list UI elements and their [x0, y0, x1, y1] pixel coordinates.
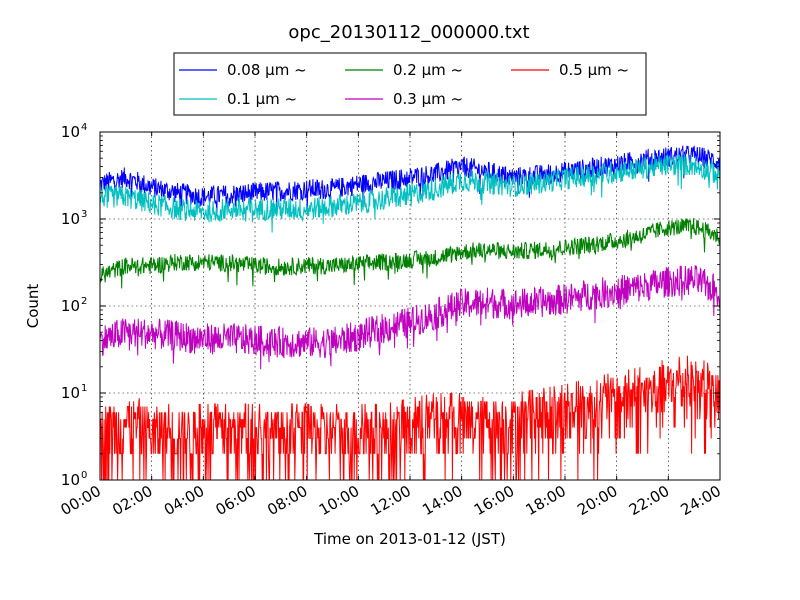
legend-box: [173, 52, 647, 116]
series-line: [99, 265, 721, 370]
y-tick-exponent: 2: [81, 296, 87, 307]
x-tick-label: 22:00: [626, 482, 672, 519]
y-tick-label: 10: [61, 123, 80, 141]
y-tick-label: 10: [61, 210, 80, 228]
series-line: [99, 355, 721, 481]
legend: 0.08 μm ~ 0.1 μm ~ 0.2 μm ~ 0.3 μm ~ 0.5 μm …: [173, 52, 647, 116]
series-layer: [99, 145, 721, 481]
x-tick-label: 04:00: [161, 482, 207, 519]
x-tick-label: 10:00: [316, 482, 362, 519]
legend-label: 0.1 μm ~: [227, 90, 297, 108]
x-tick-label: 12:00: [368, 482, 414, 519]
legend-label: 0.3 μm ~: [393, 90, 463, 108]
x-tick-label: 08:00: [264, 482, 310, 519]
y-tick-exponent: 4: [81, 122, 87, 133]
series-line: [99, 145, 721, 217]
y-tick-exponent: 1: [81, 383, 87, 394]
chart-title: opc_20130112_000000.txt: [288, 22, 529, 43]
y-tick-label: 10: [61, 297, 80, 315]
y-tick-exponent: 0: [81, 470, 87, 481]
y-axis-label: Count: [24, 284, 42, 329]
x-tick-label: 06:00: [213, 482, 259, 519]
x-tick-label: 18:00: [523, 482, 569, 519]
x-tick-label: 14:00: [419, 482, 465, 519]
x-axis-label: Time on 2013-01-12 (JST): [313, 530, 506, 548]
y-tick-label: 10: [61, 384, 80, 402]
series-line: [99, 218, 721, 289]
legend-label: 0.08 μm ~: [227, 61, 307, 79]
legend-label: 0.5 μm ~: [559, 61, 629, 79]
y-tick-exponent: 3: [81, 209, 87, 220]
x-tick-label: 20:00: [574, 482, 620, 519]
series-line: [99, 153, 721, 233]
x-tick-label: 24:00: [678, 482, 724, 519]
x-tick-label: 16:00: [471, 482, 517, 519]
x-tick-label: 02:00: [109, 482, 155, 519]
legend-label: 0.2 μm ~: [393, 61, 463, 79]
y-tick-label: 10: [61, 471, 80, 489]
